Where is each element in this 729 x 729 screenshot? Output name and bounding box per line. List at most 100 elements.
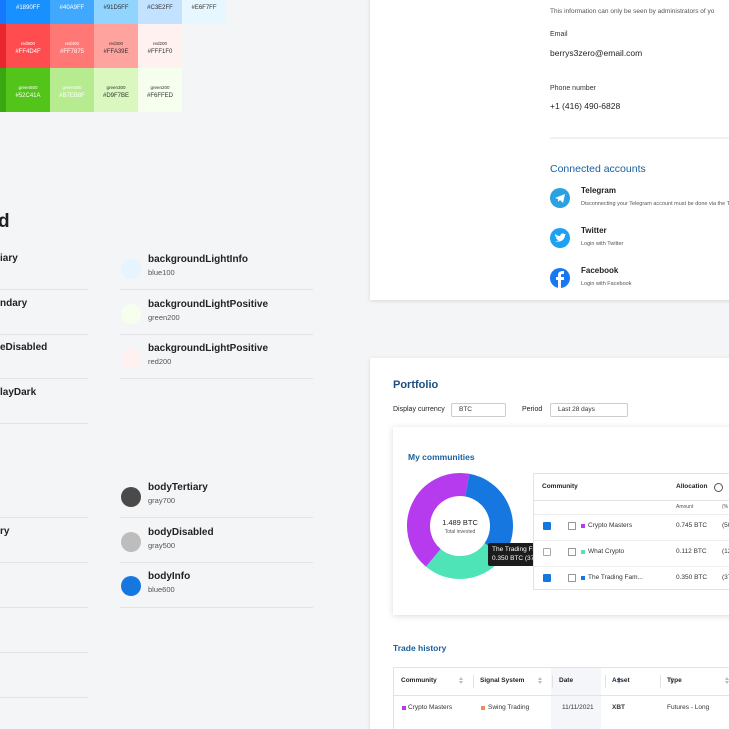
donut-center xyxy=(431,497,489,555)
color-square xyxy=(481,706,485,710)
col-sep xyxy=(660,675,661,688)
swatch-code: #1890FF xyxy=(15,5,40,11)
account-name: Telegram xyxy=(581,186,616,195)
sort-icon xyxy=(617,681,621,684)
sub-th: (% xyxy=(722,504,729,510)
th: Community xyxy=(401,677,437,684)
account-detail: Login with Facebook xyxy=(581,281,632,287)
swatch-name: red300 xyxy=(108,41,123,46)
info-icon xyxy=(714,483,723,492)
community: Crypto Masters xyxy=(588,522,633,529)
token-ref: gray500 xyxy=(148,541,176,550)
token-ref: green200 xyxy=(148,313,180,322)
divider xyxy=(0,652,88,653)
label: Period xyxy=(522,406,543,413)
select-value: BTC xyxy=(459,406,472,413)
token-ref: gray700 xyxy=(148,496,176,505)
swatch xyxy=(94,0,138,24)
swatch-code: #FF4D4F xyxy=(15,49,41,55)
th: Type xyxy=(667,677,682,684)
checkbox xyxy=(543,574,551,582)
swatch-name: green500 xyxy=(18,85,38,90)
color-square xyxy=(402,706,406,710)
col-sep xyxy=(605,675,606,688)
percent: (12 xyxy=(722,548,729,555)
token-ref: blue100 xyxy=(148,268,175,277)
swatch-code: #52C41A xyxy=(15,93,41,99)
color-square xyxy=(581,550,585,554)
token-name: ndary xyxy=(0,298,28,309)
checkbox xyxy=(543,548,551,556)
amount: 0.745 BTC xyxy=(676,522,708,529)
swatch-code: #40A9FF xyxy=(59,5,85,11)
value: +1 (416) 490-6828 xyxy=(550,101,621,111)
token-name: bodyDisabled xyxy=(148,527,214,538)
swatch xyxy=(50,0,94,24)
swatch-name: red200 xyxy=(152,41,167,46)
swatch-code: #FFA39E xyxy=(103,49,129,55)
cell: Crypto Masters xyxy=(408,704,453,711)
expand xyxy=(568,522,576,530)
token-name: iary xyxy=(0,253,18,264)
sort-icon xyxy=(459,681,463,684)
col-sep xyxy=(473,675,474,688)
divider xyxy=(534,566,729,567)
section-title: Connected accounts xyxy=(550,163,646,175)
divider xyxy=(120,562,313,563)
sort-icon xyxy=(538,681,542,684)
twitter-icon xyxy=(550,228,570,248)
swatch xyxy=(6,68,50,112)
divider xyxy=(0,423,88,424)
color-dot xyxy=(121,259,141,279)
divider xyxy=(0,697,88,698)
sort-icon xyxy=(617,677,621,680)
divider xyxy=(0,334,88,335)
section-title: d xyxy=(0,211,10,232)
donut-slice xyxy=(464,473,513,557)
color-square xyxy=(581,524,585,528)
divider xyxy=(120,517,313,518)
swatch xyxy=(6,24,50,68)
swatch xyxy=(50,24,94,68)
account-name: Twitter xyxy=(581,226,607,235)
token-name: bodyTertiary xyxy=(148,482,208,493)
percent: (37 xyxy=(722,574,729,581)
swatch-code: #FF7875 xyxy=(59,49,84,55)
profile-card xyxy=(370,0,729,300)
th: Asset xyxy=(612,677,630,684)
swatch-name: green400 xyxy=(62,85,82,90)
divider xyxy=(0,289,88,290)
sort-icon xyxy=(459,677,463,680)
swatch-name: red400 xyxy=(64,41,79,46)
account-name: Facebook xyxy=(581,266,619,275)
note: This information can only be seen by adm… xyxy=(550,8,715,15)
th: Allocation xyxy=(676,483,708,490)
swatch xyxy=(0,68,6,112)
amount: 0.112 BTC xyxy=(676,548,707,555)
color-dot xyxy=(121,348,141,368)
token-name: bodyInfo xyxy=(148,571,191,582)
color-square xyxy=(581,576,585,580)
swatch-code: #FFF1F0 xyxy=(147,49,173,55)
cell: 11/11/2021 xyxy=(562,704,594,711)
swatch-code: #F6FFED xyxy=(146,93,173,99)
token-name: layDark xyxy=(0,387,37,398)
cell: XBT xyxy=(612,704,625,711)
swatch xyxy=(182,0,226,24)
divider xyxy=(534,540,729,541)
divider xyxy=(0,562,88,563)
select: BTC xyxy=(451,403,506,417)
cell: Swing Trading xyxy=(488,704,530,711)
sort-icon xyxy=(670,681,674,684)
table: Community Signal System Date Asset Type Crypt… xyxy=(393,667,729,729)
token-name: backgroundLightPositive xyxy=(148,343,269,354)
swatch-code: #D9F7BE xyxy=(102,93,129,99)
community: What Crypto xyxy=(588,548,625,555)
sort-icon xyxy=(670,677,674,680)
token-ref: blue600 xyxy=(148,585,175,594)
col-sep xyxy=(552,675,553,688)
th: Date xyxy=(559,677,574,684)
th: Community xyxy=(542,483,578,490)
color-dot xyxy=(121,487,141,507)
token-name: backgroundLightPositive xyxy=(148,299,269,310)
